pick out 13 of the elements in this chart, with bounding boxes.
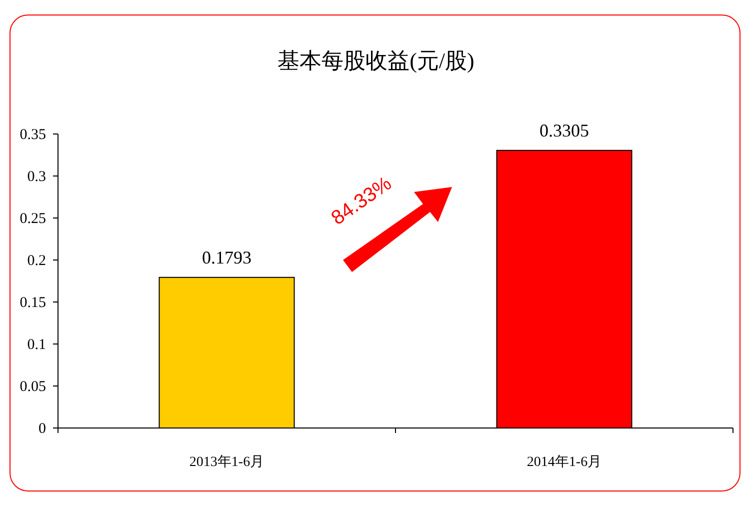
data-label: 0.3305 <box>540 120 589 140</box>
y-tick-label: 0.1 <box>27 337 46 353</box>
chart-title: 基本每股收益(元/股) <box>278 48 474 73</box>
x-tick-label: 2013年1-6月 <box>189 454 264 470</box>
y-tick-label: 0.35 <box>20 127 46 143</box>
y-tick-label: 0.15 <box>20 295 46 311</box>
y-tick-label: 0.3 <box>27 169 46 185</box>
y-tick-label: 0.05 <box>20 379 46 395</box>
data-label: 0.1793 <box>202 247 252 268</box>
y-tick-label: 0 <box>38 421 46 437</box>
y-tick-label: 0.2 <box>27 253 46 269</box>
x-tick-label: 2014年1-6月 <box>526 454 602 470</box>
y-tick-label: 0.25 <box>20 211 46 227</box>
